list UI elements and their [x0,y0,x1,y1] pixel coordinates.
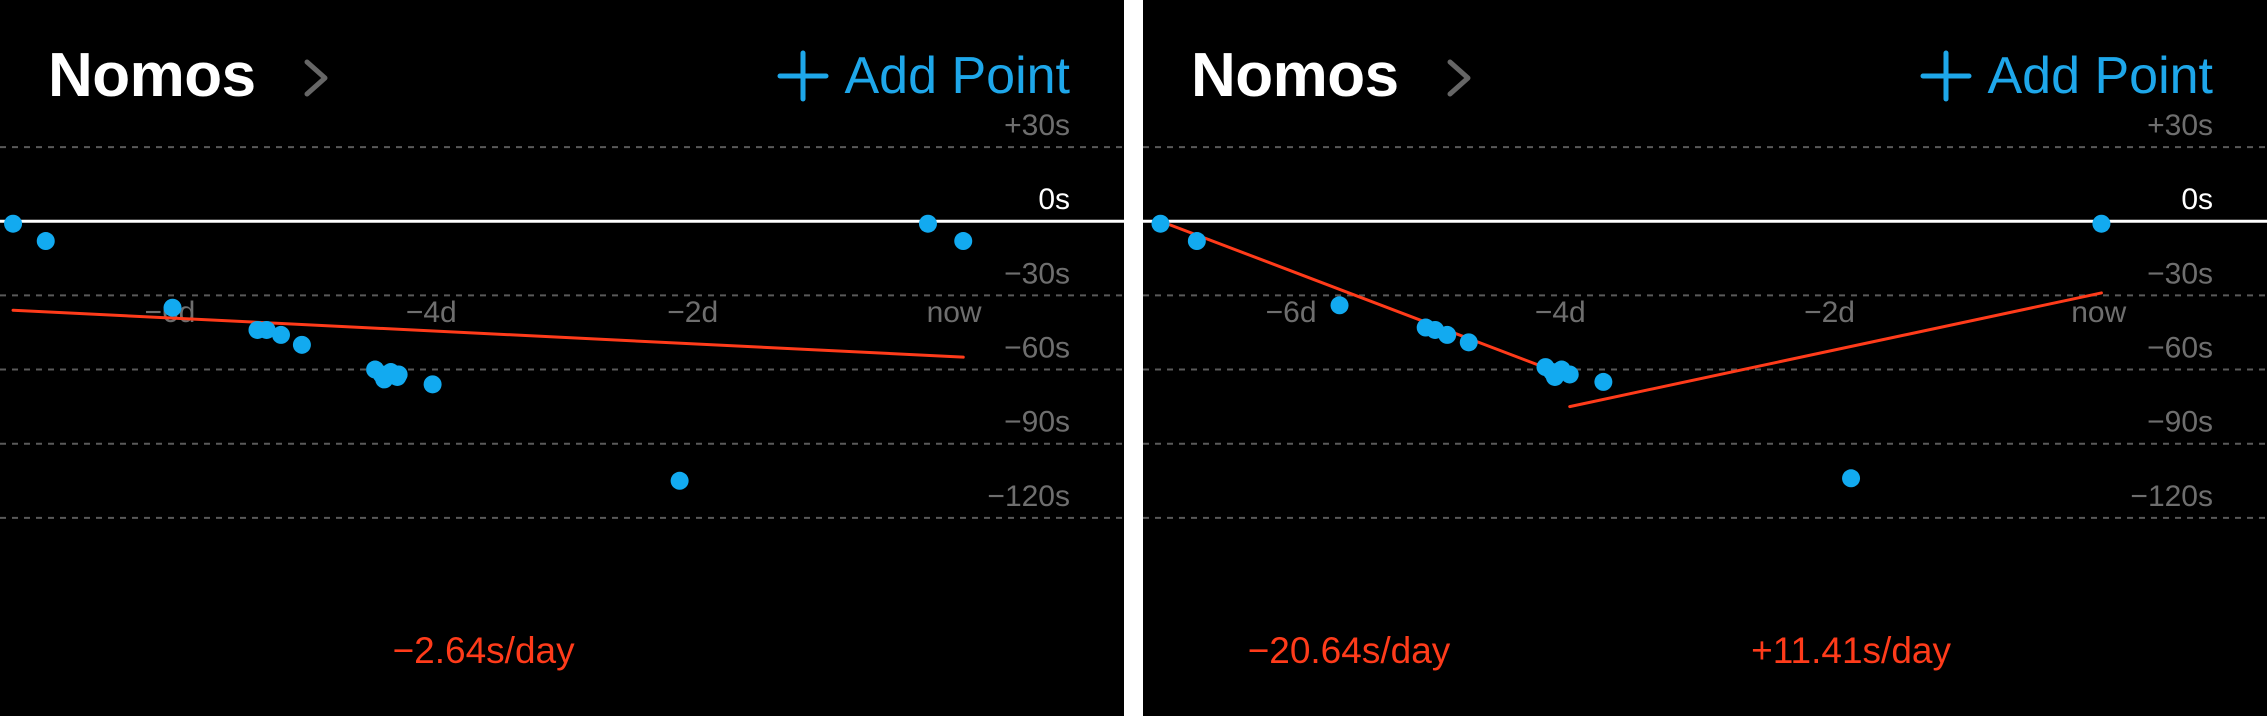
data-point[interactable] [163,298,182,317]
add-point-button[interactable]: Add Point [777,36,1071,116]
data-point[interactable] [257,320,276,339]
drift-rate-label: −2.64s/day [392,630,575,671]
trend-line [1568,291,2103,409]
y-tick-label: +30s [1004,109,1070,142]
trend-line [11,308,965,359]
y-tick-label: 0s [1038,183,1070,216]
data-point[interactable] [1438,325,1457,344]
data-point[interactable] [1151,214,1170,233]
y-tick-label: −120s [2130,480,2213,513]
chevron-right-icon[interactable] [1441,58,1477,98]
y-tick-label: 0s [2181,183,2213,216]
watch-panel-left: Nomos Add Point +30s 0s −30s −60s −90s −120s −… [0,0,1124,716]
data-point[interactable] [292,335,311,354]
data-point[interactable] [670,471,689,490]
y-tick-label: −60s [1004,332,1070,365]
plus-icon [777,50,828,102]
data-point[interactable] [1187,232,1206,251]
y-tick-label: −90s [1004,406,1070,439]
data-point[interactable] [423,375,442,394]
data-point[interactable] [4,214,23,233]
x-tick-label: −6d [1266,296,1317,329]
x-tick-label: −2d [1804,296,1855,329]
watch-panel-right: Nomos Add Point +30s 0s −30s −60s −90s −120s −… [1143,0,2267,716]
add-point-label: Add Point [1987,47,2214,105]
x-tick-label: −4d [1535,296,1586,329]
drift-chart: +30s 0s −30s −60s −90s −120s −6d −4d −2d now [1143,109,2267,519]
y-tick-label: −30s [2147,257,2213,290]
drift-rate-label: −20.64s/day [1247,630,1451,671]
y-tick-label: +30s [2147,109,2213,142]
x-tick-label: now [927,296,982,329]
watch-title[interactable]: Nomos [1191,41,1399,110]
data-point[interactable] [2092,214,2111,233]
data-point[interactable] [272,325,290,344]
data-point[interactable] [1842,469,1861,488]
drift-rate-label: +11.41s/day [1751,630,1951,671]
plus-icon [1920,50,1971,102]
data-point[interactable] [954,232,973,251]
data-point[interactable] [1594,372,1613,391]
data-point[interactable] [918,214,937,233]
add-point-button[interactable]: Add Point [1920,36,2214,116]
data-point[interactable] [1560,365,1579,384]
x-tick-label: −4d [406,296,457,329]
y-tick-label: −30s [1004,257,1070,290]
data-point[interactable] [389,365,408,384]
y-tick-label: −60s [2147,332,2213,365]
data-point[interactable] [36,232,55,251]
watch-title[interactable]: Nomos [48,41,256,110]
x-tick-label: now [2071,296,2126,329]
trend-line [1158,219,1572,379]
data-point[interactable] [1330,296,1349,315]
add-point-label: Add Point [844,47,1071,105]
y-tick-label: −120s [987,480,1070,513]
data-point[interactable] [1459,333,1478,352]
x-tick-label: −2d [667,296,718,329]
y-tick-label: −90s [2147,406,2213,439]
chevron-right-icon[interactable] [298,58,334,98]
